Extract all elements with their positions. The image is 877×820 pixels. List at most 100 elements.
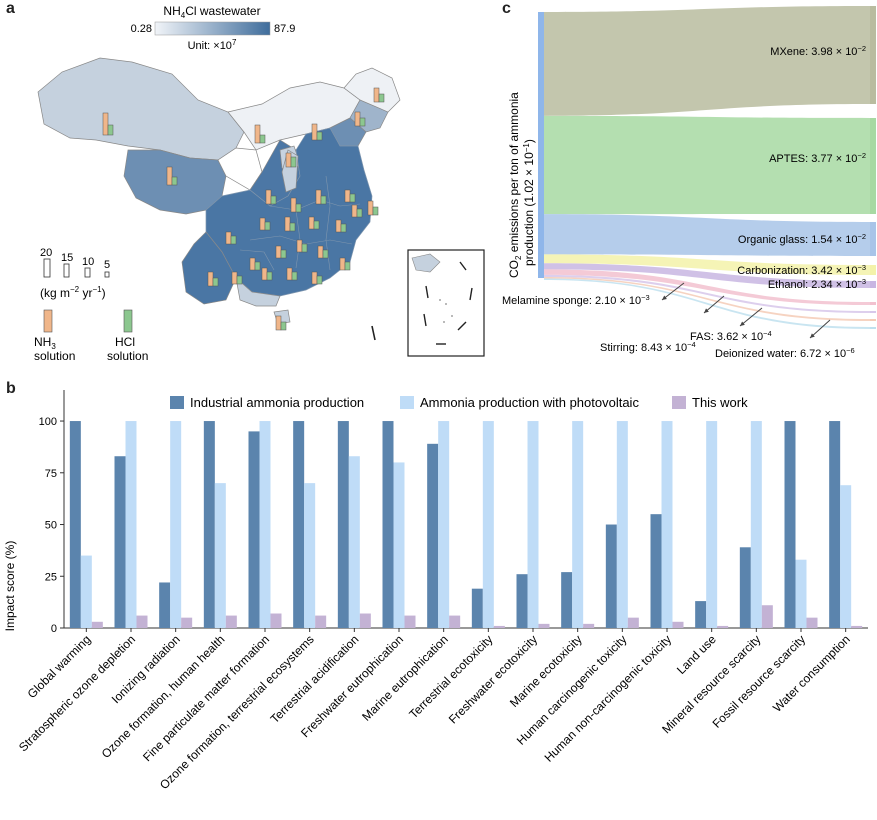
legend-label: Industrial ammonia production [190, 395, 364, 410]
size-legend-20 [43, 258, 51, 278]
province-nh3-bar [344, 189, 351, 203]
legend-swatch [672, 396, 686, 409]
province-nh3-bar [231, 271, 238, 285]
bar [438, 421, 450, 628]
province-nh3-bar [296, 239, 303, 253]
bar-axes: 0 25 50 75 100 [39, 390, 868, 635]
province-hcl-bar [291, 271, 298, 281]
y-tick-label: 50 [45, 520, 57, 532]
size-legend: 20 15 10 5 (kg m−2 yr−1) [40, 247, 110, 300]
colorbar-title: NH4Cl wastewater [163, 4, 260, 20]
province-nh3-bar [259, 217, 266, 231]
colorbar-max: 87.9 [274, 23, 295, 35]
sankey-label: Deionized water: 6.72 × 10−6 [715, 346, 855, 360]
bar [739, 547, 751, 628]
bar [750, 421, 762, 628]
bar [661, 421, 673, 628]
bar [806, 617, 818, 628]
sankey-axis-label: CO2 emissions per ton of ammonia [507, 92, 523, 278]
x-tick-label: Land use [674, 632, 719, 677]
legend-swatch [170, 396, 184, 409]
bar [427, 443, 439, 628]
sankey-target-node [870, 222, 876, 256]
sankey-flow [544, 278, 870, 329]
province-hcl-bar [356, 208, 363, 218]
bar [181, 617, 193, 628]
bar [359, 613, 371, 628]
bar [293, 421, 305, 628]
bar [170, 421, 182, 628]
sankey-label: MXene: 3.98 × 10−2 [770, 44, 866, 58]
bar [761, 605, 773, 628]
size-legend-label-15: 15 [61, 252, 73, 264]
x-tick-label: Terrestrial ecotoxicity [406, 632, 495, 721]
sankey-label: Ethanol: 2.34 × 10−3 [768, 277, 866, 291]
colorbar [154, 21, 271, 36]
province-hcl-bar [266, 271, 273, 281]
size-legend-unit: (kg m−2 yr−1) [40, 285, 106, 300]
province-hcl-bar [254, 261, 261, 271]
bar-legend: Industrial ammonia production Ammonia pro… [170, 395, 748, 410]
sankey-flow [544, 115, 870, 215]
province-nh3-bar [265, 189, 272, 205]
province-hcl-bar [289, 222, 296, 232]
bar [159, 582, 171, 628]
province-nh3-bar [317, 245, 324, 259]
colorbar-min: 0.28 [131, 23, 152, 35]
inset-coast [411, 253, 441, 273]
province-hcl-bar [349, 193, 356, 203]
bar [348, 456, 360, 628]
region-guangxi [235, 277, 281, 307]
bar [695, 601, 707, 628]
bar [91, 621, 103, 628]
province-hcl-bar [295, 203, 302, 213]
province-hcl-bar [372, 206, 379, 216]
province-hcl-bar [171, 176, 178, 186]
bar [672, 621, 684, 628]
hcl-legend-label: HCl [115, 335, 135, 349]
province-hcl-bar [280, 321, 287, 331]
sankey-callout-arrowhead [662, 295, 667, 300]
bar [650, 514, 662, 628]
sankey-flow [544, 277, 870, 321]
bar-y-axis-label: Impact score (%) [3, 541, 17, 632]
bar [80, 555, 92, 628]
bar [136, 615, 148, 628]
province-nh3-bar [275, 245, 282, 259]
inset-dashes [423, 261, 473, 345]
legend-label: Ammonia production with photovoltaic [420, 395, 639, 410]
province-hcl-bar [340, 223, 347, 233]
sankey-target-node [870, 281, 876, 288]
bar [493, 625, 505, 628]
bar [572, 421, 584, 628]
province-nh3-bar [373, 87, 380, 103]
province-nh3-bar [290, 197, 297, 213]
province-hcl-bar [290, 156, 297, 168]
x-tick-label: Water consumption [770, 632, 853, 715]
province-nh3-bar [207, 271, 214, 287]
province-nh3-bar [311, 271, 318, 285]
bar [795, 559, 807, 628]
bar [125, 421, 137, 628]
y-tick-label: 100 [39, 416, 57, 428]
sankey-chart: CO2 emissions per ton of ammonia product… [502, 6, 876, 360]
sankey-callout-arrowhead [810, 333, 815, 338]
sankey-label: Melamine sponge: 2.10 × 10−3 [502, 293, 650, 307]
bar [382, 421, 394, 628]
bar [225, 615, 237, 628]
province-nh3-bar [339, 257, 346, 271]
province-nh3-bar [166, 166, 173, 186]
bar [404, 615, 416, 628]
panel-label-c: c [502, 0, 511, 17]
province-nh3-bar [335, 219, 342, 233]
province-hcl-bar [212, 277, 219, 287]
province-hcl-bar [107, 124, 114, 136]
legend-label: This work [692, 395, 748, 410]
bar [248, 431, 260, 628]
nh3-legend-swatch [43, 309, 53, 333]
bar [784, 421, 796, 628]
province-nh3-bar [286, 267, 293, 281]
province-hcl-bar [313, 220, 320, 230]
region-xinjiang [37, 57, 245, 161]
size-legend-15 [63, 263, 70, 278]
